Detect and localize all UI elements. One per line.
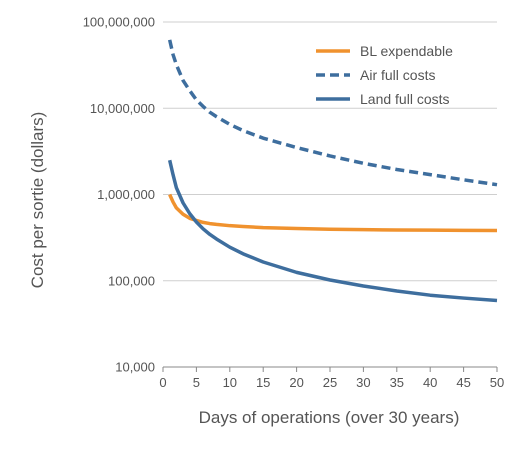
series-line-bl-expendable (168, 193, 498, 233)
axes-layer: 10,000 100,000 1,000,000 10,000,000 100,000,… (83, 15, 505, 391)
y-tick-label: 100,000 (108, 273, 155, 288)
series-line-air-full-costs (167, 39, 498, 187)
x-axis-title: Days of operations (over 30 years) (199, 408, 460, 427)
y-axis-title: Cost per sortie (dollars) (28, 112, 47, 289)
legend-label: Land full costs (360, 91, 450, 107)
x-tick-label: 45 (456, 375, 470, 390)
legend-label: BL expendable (360, 43, 453, 59)
x-tick-label: 25 (323, 375, 337, 390)
y-tick-label: 100,000,000 (83, 15, 155, 30)
x-tick-label: 5 (193, 375, 200, 390)
y-tick-label: 10,000,000 (90, 101, 155, 116)
x-tick-label: 15 (256, 375, 270, 390)
y-tick-label: 1,000,000 (97, 187, 155, 202)
grid-layer (163, 21, 497, 282)
x-tick-label: 40 (423, 375, 437, 390)
x-tick-label: 50 (490, 375, 504, 390)
x-tick-label: 10 (223, 375, 237, 390)
x-tick-label: 0 (159, 375, 166, 390)
x-tick-label: 20 (289, 375, 303, 390)
legend-label: Air full costs (360, 67, 435, 83)
legend: BL expendable Air full costs Land full cos… (316, 43, 453, 107)
series-line-land-full-costs (167, 159, 498, 303)
series-layer (167, 39, 498, 303)
x-tick-label: 35 (390, 375, 404, 390)
y-tick-label: 10,000 (115, 360, 155, 375)
x-tick-label: 30 (356, 375, 370, 390)
